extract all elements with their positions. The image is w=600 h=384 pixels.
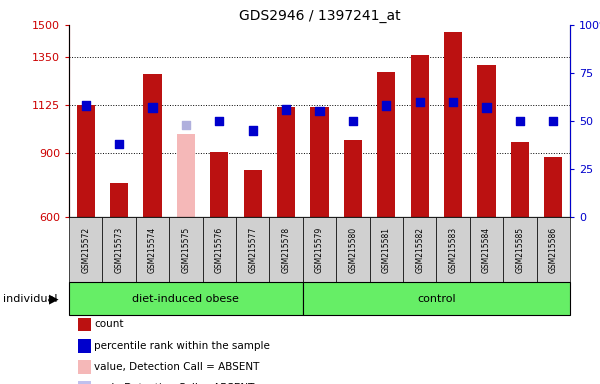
Bar [344,140,362,217]
Point [315,108,325,114]
Text: GSM215581: GSM215581 [382,227,391,273]
Bar [110,183,128,217]
Text: GSM215577: GSM215577 [248,227,257,273]
Text: GSM215572: GSM215572 [81,227,90,273]
Text: ▶: ▶ [49,292,58,305]
Text: count: count [94,319,124,329]
Bar [310,107,329,217]
Text: individual: individual [3,293,58,304]
Text: GSM215585: GSM215585 [515,227,524,273]
Point [548,118,558,124]
Point [181,122,191,128]
Text: GSM215574: GSM215574 [148,227,157,273]
Bar [143,74,161,217]
Text: GSM215580: GSM215580 [349,227,358,273]
Point [114,141,124,147]
Text: rank, Detection Call = ABSENT: rank, Detection Call = ABSENT [94,383,254,384]
Text: GSM215582: GSM215582 [415,227,424,273]
Point [515,118,524,124]
Text: value, Detection Call = ABSENT: value, Detection Call = ABSENT [94,362,260,372]
Point [382,103,391,109]
Bar [544,157,562,217]
Bar [511,142,529,217]
Bar [277,107,295,217]
Text: percentile rank within the sample: percentile rank within the sample [94,341,270,351]
Point [448,99,458,105]
Point [348,118,358,124]
Bar [444,32,462,217]
Point [415,99,425,105]
Text: GSM215578: GSM215578 [281,227,290,273]
Text: GSM215586: GSM215586 [549,227,558,273]
Text: control: control [417,293,456,304]
Bar [210,152,229,217]
Point [215,118,224,124]
Text: diet-induced obese: diet-induced obese [133,293,239,304]
Point [281,106,291,113]
Bar [478,66,496,217]
Text: GSM215576: GSM215576 [215,227,224,273]
Bar [177,134,195,217]
Bar [77,105,95,217]
Point [148,104,157,111]
Point [81,103,91,109]
Text: GSM215579: GSM215579 [315,227,324,273]
Title: GDS2946 / 1397241_at: GDS2946 / 1397241_at [239,8,400,23]
Bar [410,55,429,217]
Text: GSM215584: GSM215584 [482,227,491,273]
Point [482,104,491,111]
Text: GSM215575: GSM215575 [181,227,190,273]
Bar [244,170,262,217]
Text: GSM215583: GSM215583 [449,227,458,273]
Point [248,127,257,134]
Bar [377,72,395,217]
Text: GSM215573: GSM215573 [115,227,124,273]
